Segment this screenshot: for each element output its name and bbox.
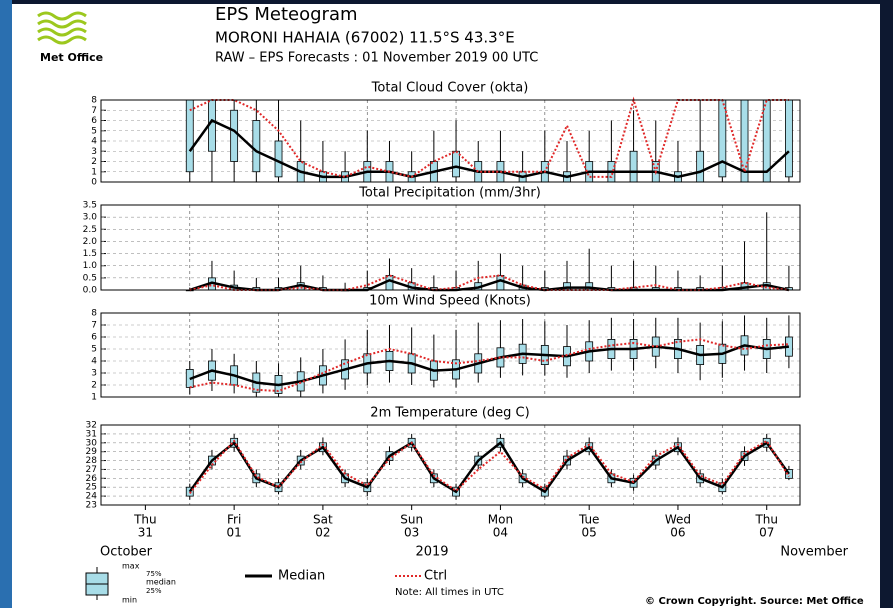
x-day: 06 xyxy=(670,526,685,540)
box xyxy=(185,486,194,497)
box xyxy=(629,150,638,183)
y-tick-label: 31 xyxy=(86,429,97,439)
y-tick-label: 26 xyxy=(86,474,98,484)
panel-title: 10m Wind Speed (Knots) xyxy=(369,294,531,309)
box xyxy=(785,99,793,178)
x-day: 01 xyxy=(227,526,242,540)
y-tick-label: 23 xyxy=(86,501,97,511)
box xyxy=(496,275,505,291)
y-tick-label: 29 xyxy=(86,447,98,457)
legend-min: min xyxy=(122,596,137,605)
panel xyxy=(12,4,880,608)
legend-median-label: median xyxy=(146,578,176,587)
y-tick-label: 8 xyxy=(91,309,97,319)
y-tick-label: 1.5 xyxy=(83,249,97,259)
year: 2019 xyxy=(415,545,448,560)
box xyxy=(785,469,793,479)
x-weekday: Thu xyxy=(133,513,157,527)
run: RAW – EPS Forecasts : 01 November 2019 0… xyxy=(215,51,538,66)
y-tick-label: 24 xyxy=(86,492,98,502)
x-weekday: Sat xyxy=(313,513,333,527)
box xyxy=(230,109,239,162)
y-tick-label: 5 xyxy=(91,345,97,355)
y-tick-label: 2 xyxy=(91,381,97,391)
y-tick-label: 3 xyxy=(91,369,97,379)
y-tick-label: 1.0 xyxy=(83,261,98,271)
panel-frame xyxy=(100,204,801,291)
x-day: 07 xyxy=(759,526,774,540)
y-tick-label: 4 xyxy=(91,357,97,367)
legend-q1: 25% xyxy=(146,587,162,595)
ctrl-line xyxy=(189,96,789,178)
logo xyxy=(37,11,87,45)
y-tick-label: 27 xyxy=(86,465,97,475)
title: EPS Meteogram xyxy=(215,4,358,25)
y-tick-label: 0.5 xyxy=(83,273,97,283)
y-tick-label: 25 xyxy=(86,483,97,493)
median-line xyxy=(189,344,790,387)
y-tick-label: 1 xyxy=(91,393,97,403)
box xyxy=(185,99,194,173)
legend-median-name: Median xyxy=(278,569,325,584)
box xyxy=(452,150,460,178)
y-tick-label: 3.0 xyxy=(83,213,98,223)
month-right: November xyxy=(780,545,848,560)
y-tick-label: 32 xyxy=(86,421,97,431)
x-weekday: Thu xyxy=(754,513,778,527)
x-day: 04 xyxy=(493,526,508,540)
copyright: © Crown Copyright. Source: Met Office xyxy=(645,596,864,607)
panel-frame xyxy=(100,312,801,398)
x-day: 05 xyxy=(582,526,597,540)
y-tick-label: 6 xyxy=(91,333,97,343)
x-weekday: Sun xyxy=(400,513,423,527)
x-weekday: Wed xyxy=(665,513,691,527)
y-tick-label: 5 xyxy=(91,126,97,136)
y-tick-label: 3.5 xyxy=(83,201,97,211)
panel-title: Total Cloud Cover (okta) xyxy=(371,81,529,96)
y-tick-label: 7 xyxy=(91,321,97,331)
legend-ctrl-name: Ctrl xyxy=(424,569,447,584)
x-day: 03 xyxy=(404,526,419,540)
panel-frame xyxy=(100,99,801,183)
box xyxy=(274,140,283,178)
box-legend xyxy=(85,567,109,600)
station: MORONI HAHAIA (67002) 11.5°S 43.3°E xyxy=(215,29,515,47)
ctrl-line xyxy=(189,338,789,393)
x-weekday: Fri xyxy=(227,513,241,527)
y-tick-label: 30 xyxy=(86,438,98,448)
legend-max: max xyxy=(122,562,140,571)
y-tick-label: 2.5 xyxy=(83,225,97,235)
legend-q3: 75% xyxy=(146,570,162,578)
y-tick-label: 1 xyxy=(91,167,97,177)
box xyxy=(252,120,261,173)
panel-title: Total Precipitation (mm/3hr) xyxy=(358,186,541,201)
y-tick-label: 4 xyxy=(91,137,97,147)
y-tick-label: 7 xyxy=(91,106,97,116)
panel-frame xyxy=(100,424,801,506)
y-tick-label: 2.0 xyxy=(83,237,98,247)
box xyxy=(718,99,727,178)
y-tick-label: 0 xyxy=(91,178,97,188)
ctrl-line xyxy=(188,439,790,495)
y-tick-label: 8 xyxy=(91,96,97,106)
y-tick-label: 2 xyxy=(91,157,97,167)
y-tick-label: 28 xyxy=(86,456,98,466)
x-weekday: Tue xyxy=(578,513,600,527)
x-day: 31 xyxy=(138,526,153,540)
ctrl-line xyxy=(189,274,790,292)
panel-title: 2m Temperature (deg C) xyxy=(370,406,529,421)
y-tick-label: 6 xyxy=(91,116,97,126)
box xyxy=(696,150,705,183)
x-weekday: Mon xyxy=(488,513,513,527)
logo-text: Met Office xyxy=(40,51,103,64)
note: Note: All times in UTC xyxy=(395,587,504,598)
y-tick-label: 0.0 xyxy=(83,286,98,296)
x-day: 02 xyxy=(315,526,330,540)
y-tick-label: 3 xyxy=(91,147,97,157)
month-left: October xyxy=(100,545,153,560)
left-strip xyxy=(0,0,12,608)
